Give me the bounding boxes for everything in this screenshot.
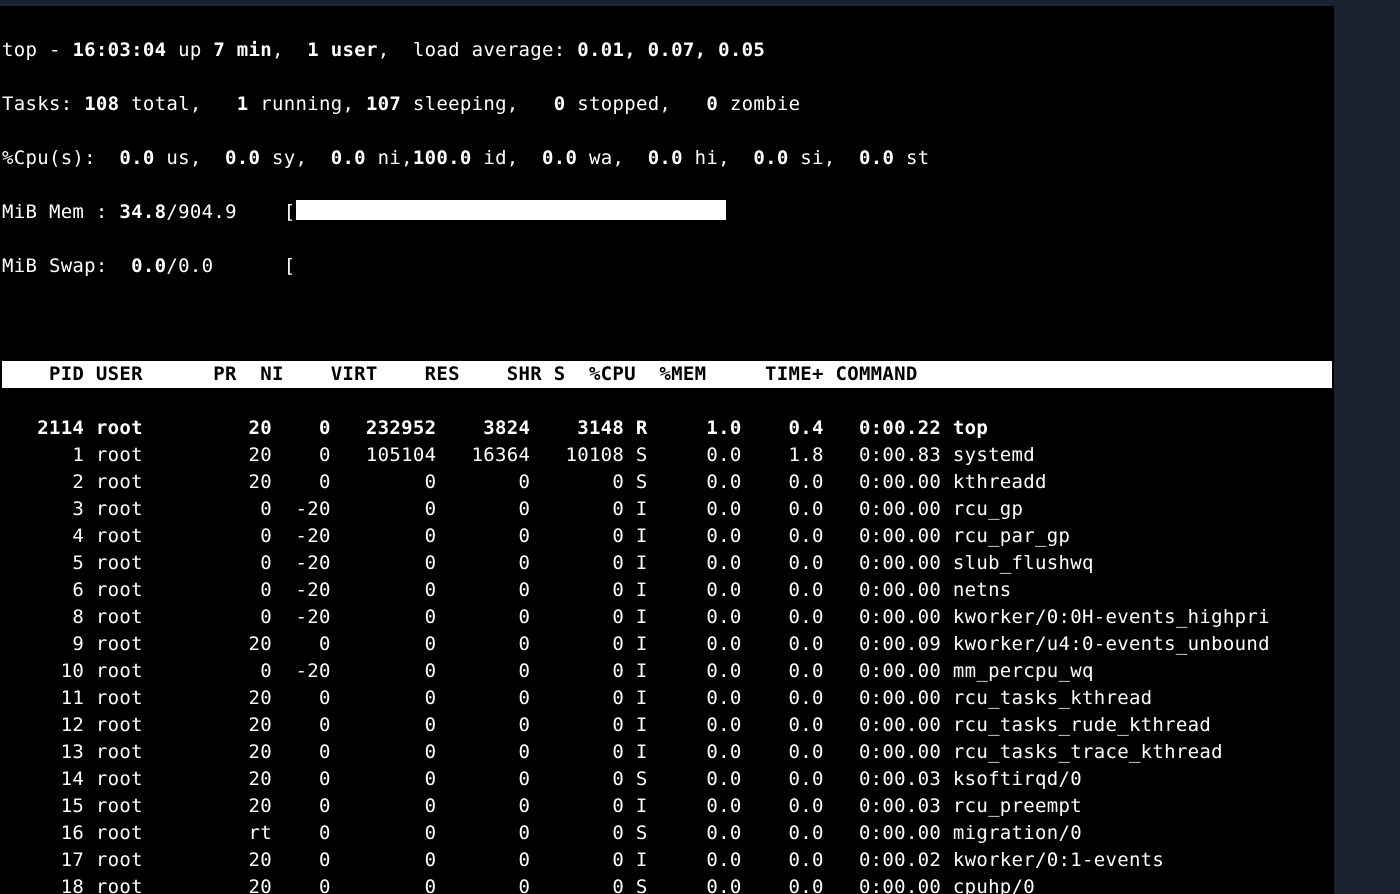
summary-line-cpu: %Cpu(s): 0.0 us, 0.0 sy, 0.0 ni,100.0 id…: [2, 145, 1332, 172]
process-row: 2114 root 20 0 232952 3824 3148 R 1.0 0.…: [2, 415, 1332, 442]
process-row: 15 root 20 0 0 0 0 I 0.0 0.0 0:00.03 rcu…: [2, 793, 1332, 820]
summary-line-mem: MiB Mem : 34.8/904.9 [: [2, 199, 1332, 226]
summary-line-tasks: Tasks: 108 total, 1 running, 107 sleepin…: [2, 91, 1332, 118]
process-row: 17 root 20 0 0 0 0 I 0.0 0.0 0:00.02 kwo…: [2, 847, 1332, 874]
process-row: 9 root 20 0 0 0 0 I 0.0 0.0 0:00.09 kwor…: [2, 631, 1332, 658]
process-table-body: 2114 root 20 0 232952 3824 3148 R 1.0 0.…: [2, 415, 1332, 894]
process-row: 1 root 20 0 105104 16364 10108 S 0.0 1.8…: [2, 442, 1332, 469]
process-row: 5 root 0 -20 0 0 0 I 0.0 0.0 0:00.00 slu…: [2, 550, 1332, 577]
process-row: 4 root 0 -20 0 0 0 I 0.0 0.0 0:00.00 rcu…: [2, 523, 1332, 550]
process-row: 3 root 0 -20 0 0 0 I 0.0 0.0 0:00.00 rcu…: [2, 496, 1332, 523]
process-row: 18 root 20 0 0 0 0 S 0.0 0.0 0:00.00 cpu…: [2, 874, 1332, 894]
process-row: 16 root rt 0 0 0 0 S 0.0 0.0 0:00.00 mig…: [2, 820, 1332, 847]
process-row: 10 root 0 -20 0 0 0 I 0.0 0.0 0:00.00 mm…: [2, 658, 1332, 685]
process-row: 8 root 0 -20 0 0 0 I 0.0 0.0 0:00.00 kwo…: [2, 604, 1332, 631]
process-row: 13 root 20 0 0 0 0 I 0.0 0.0 0:00.00 rcu…: [2, 739, 1332, 766]
mem-usage-bar: [296, 200, 726, 220]
process-row: 2 root 20 0 0 0 0 S 0.0 0.0 0:00.00 kthr…: [2, 469, 1332, 496]
terminal-window[interactable]: top - 16:03:04 up 7 min, 1 user, load av…: [0, 6, 1334, 894]
process-row: 6 root 0 -20 0 0 0 I 0.0 0.0 0:00.00 net…: [2, 577, 1332, 604]
process-row: 14 root 20 0 0 0 0 S 0.0 0.0 0:00.03 kso…: [2, 766, 1332, 793]
process-row: 11 root 20 0 0 0 0 I 0.0 0.0 0:00.00 rcu…: [2, 685, 1332, 712]
summary-line-swap: MiB Swap: 0.0/0.0 [: [2, 253, 1332, 280]
process-row: 12 root 20 0 0 0 0 I 0.0 0.0 0:00.00 rcu…: [2, 712, 1332, 739]
blank-line: [2, 307, 1332, 334]
summary-line-uptime: top - 16:03:04 up 7 min, 1 user, load av…: [2, 37, 1332, 64]
process-table-header: PID USER PR NI VIRT RES SHR S %CPU %MEM …: [2, 361, 1332, 388]
